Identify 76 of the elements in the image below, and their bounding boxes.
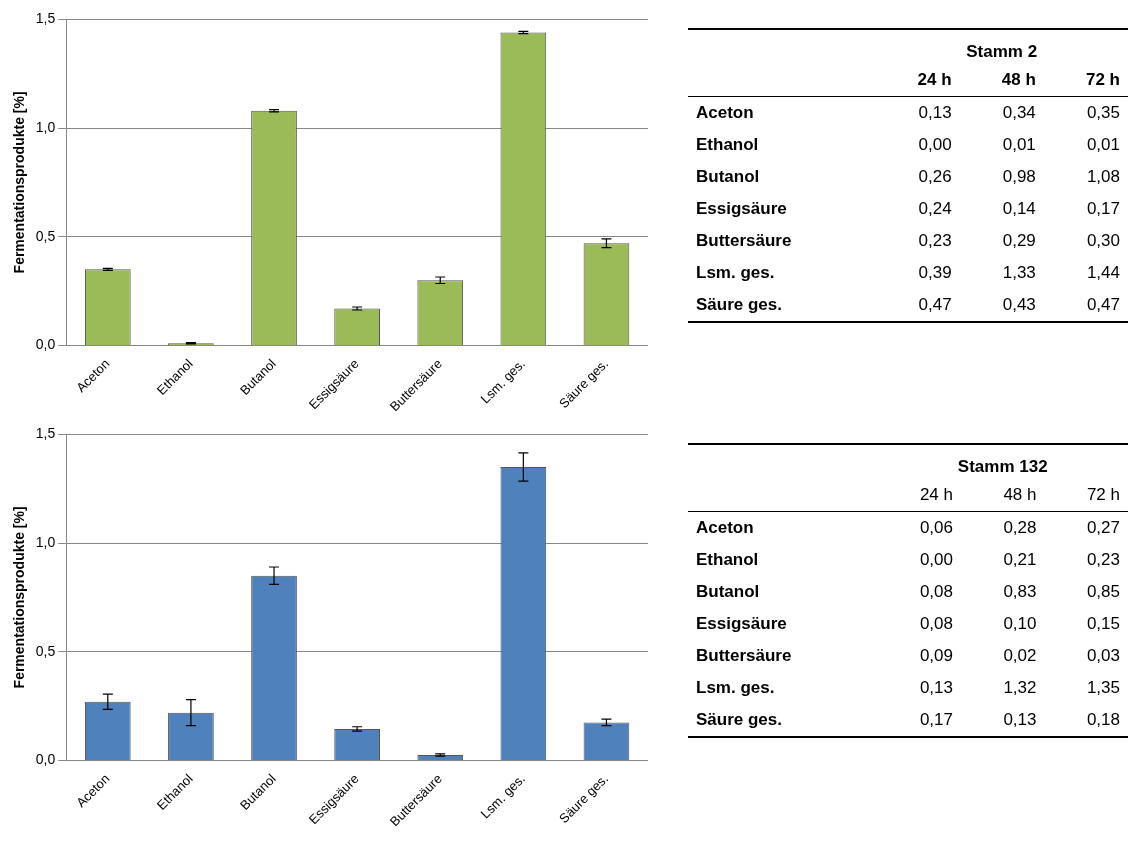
text: 0,21: [1003, 550, 1037, 569]
text: 0,13: [918, 103, 952, 122]
text: 1,44: [1086, 263, 1120, 282]
text: 0,18: [1086, 710, 1120, 729]
y-tick-label: 1,5: [35, 425, 56, 442]
text: 0,09: [919, 646, 953, 665]
category-label: Essigsäure: [696, 614, 787, 633]
text: 0,39: [918, 263, 952, 282]
category-label: 24 h: [918, 484, 954, 506]
x-tick-label: Lsm. ges.: [477, 771, 528, 822]
text: 0,14: [1002, 199, 1036, 218]
text: 0,28: [1003, 518, 1037, 537]
category-label: Lsm. ges.: [696, 263, 775, 282]
text: 0,43: [1002, 295, 1036, 314]
y-axis-title: Fermentationsprodukte [%]: [11, 91, 28, 274]
text: 0,30: [1086, 231, 1120, 250]
text: 0,23: [1086, 550, 1120, 569]
category-label: Buttersäure: [696, 231, 792, 250]
text: 0,02: [1003, 646, 1037, 665]
category-label: 24 h: [916, 69, 953, 91]
category-label: Ethanol: [696, 135, 759, 154]
text: 0,27: [1086, 518, 1120, 537]
category-label: 48 h: [1000, 69, 1037, 91]
category-label: Aceton: [696, 518, 754, 537]
text: 0,01: [1086, 135, 1120, 154]
category-label: Essigsäure: [696, 199, 787, 218]
category-label: Säure ges.: [696, 710, 782, 729]
text: 0,08: [919, 582, 953, 601]
text: 0,17: [1086, 199, 1120, 218]
category-label: 48 h: [1002, 484, 1038, 506]
text: 0,24: [918, 199, 952, 218]
text: 0,34: [1002, 103, 1036, 122]
text: 0,03: [1086, 646, 1120, 665]
text: 0,29: [1002, 231, 1036, 250]
text: 0,15: [1086, 614, 1120, 633]
y-tick-label: 0,0: [35, 751, 56, 768]
text: 0,10: [1003, 614, 1037, 633]
text: 0,13: [1003, 710, 1037, 729]
text: 0,85: [1086, 582, 1120, 601]
category-label: Butanol: [696, 582, 760, 601]
text: 0,47: [918, 295, 952, 314]
text: Stamm 2: [965, 41, 1039, 63]
text: 1,33: [1002, 263, 1036, 282]
text: 1,35: [1086, 678, 1120, 697]
text: 0,13: [919, 678, 953, 697]
text: 0,47: [1086, 295, 1120, 314]
text: 0,23: [918, 231, 952, 250]
y-tick-label: 0,5: [35, 642, 56, 659]
category-label: 72 h: [1085, 484, 1121, 506]
text: 1,32: [1003, 678, 1037, 697]
text: 0,35: [1086, 103, 1120, 122]
category-label: 72 h: [1084, 69, 1121, 91]
text: Stamm 132: [956, 456, 1049, 478]
text: 0,83: [1003, 582, 1037, 601]
category-label: Aceton: [696, 103, 754, 122]
category-label: Butanol: [696, 167, 760, 186]
y-tick-label: 1,5: [35, 10, 56, 27]
text: 0,00: [918, 135, 952, 154]
text: 0,06: [919, 518, 953, 537]
text: 0,01: [1002, 135, 1036, 154]
y-tick-label: 0,5: [35, 227, 56, 244]
text: 0,26: [918, 167, 952, 186]
text: 1,08: [1086, 167, 1120, 186]
category-label: Buttersäure: [696, 646, 792, 665]
y-tick-label: 1,0: [35, 533, 56, 550]
y-tick-label: 0,0: [35, 336, 56, 353]
text: 0,08: [919, 614, 953, 633]
y-tick-label: 1,0: [35, 118, 56, 135]
text: 0,98: [1002, 167, 1036, 186]
category-label: Ethanol: [696, 550, 759, 569]
y-axis-title: Fermentationsprodukte [%]: [11, 506, 28, 689]
category-label: Säure ges.: [696, 295, 782, 314]
text: 0,00: [919, 550, 953, 569]
text: 0,17: [919, 710, 953, 729]
category-label: Lsm. ges.: [696, 678, 775, 697]
x-tick-label: Lsm. ges.: [477, 356, 528, 407]
